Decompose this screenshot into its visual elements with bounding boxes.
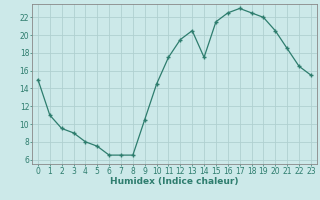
X-axis label: Humidex (Indice chaleur): Humidex (Indice chaleur) bbox=[110, 177, 239, 186]
